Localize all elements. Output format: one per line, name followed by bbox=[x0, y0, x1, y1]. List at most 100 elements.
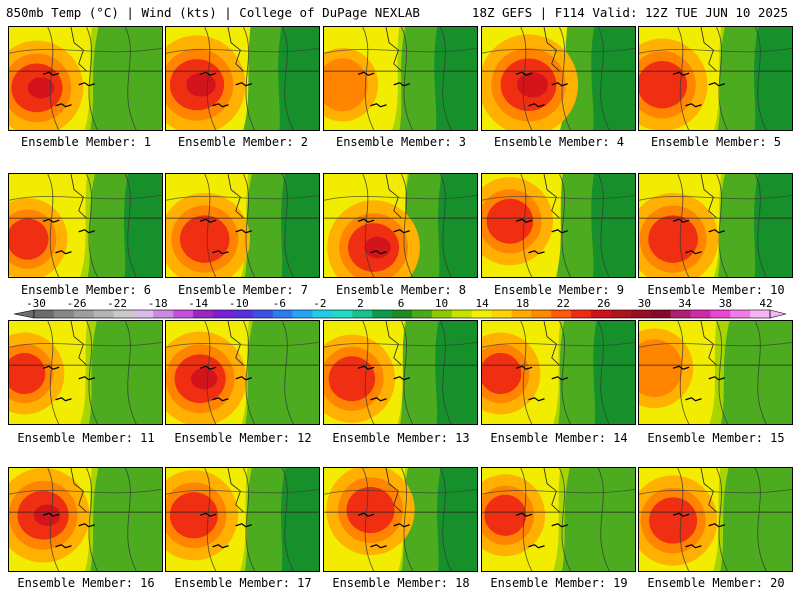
cold-region bbox=[281, 174, 319, 277]
cold-region bbox=[281, 468, 319, 571]
height-contour bbox=[124, 321, 137, 424]
temperature-field bbox=[9, 321, 162, 424]
wind-barb bbox=[393, 376, 410, 381]
ensemble-member-map bbox=[8, 26, 163, 131]
height-contour bbox=[520, 468, 533, 571]
ensemble-member-map bbox=[323, 173, 478, 278]
very-hot-region bbox=[179, 215, 230, 263]
height-contour bbox=[639, 194, 792, 201]
colorbar-tick-label: -2 bbox=[313, 298, 326, 310]
ensemble-member-label: Ensemble Member: 14 bbox=[490, 431, 628, 445]
temperature-field bbox=[9, 174, 162, 277]
height-contour bbox=[520, 27, 533, 130]
ensemble-member-map bbox=[8, 320, 163, 425]
temperature-field bbox=[639, 174, 792, 277]
wind-barb bbox=[212, 544, 229, 549]
cold-region bbox=[278, 27, 319, 130]
ensemble-member-label: Ensemble Member: 15 bbox=[647, 431, 785, 445]
colorbar-segment bbox=[73, 310, 95, 318]
height-contour bbox=[559, 321, 572, 424]
cool-region bbox=[89, 321, 162, 424]
cold-region bbox=[124, 174, 162, 277]
coastline bbox=[385, 174, 402, 219]
very-hot-region bbox=[346, 486, 395, 534]
temperature-field bbox=[482, 321, 635, 424]
height-contour bbox=[401, 27, 414, 130]
colorbar-segment bbox=[750, 310, 771, 318]
wind-barb bbox=[55, 103, 72, 108]
colorbar-segment bbox=[690, 310, 711, 318]
colorbar-tick-label: -30 bbox=[26, 298, 46, 310]
height-contour bbox=[716, 27, 729, 130]
height-contour bbox=[754, 174, 767, 277]
wind-barb bbox=[212, 397, 229, 402]
ensemble-member-label: Ensemble Member: 11 bbox=[17, 431, 155, 445]
wind-barb bbox=[370, 397, 387, 402]
colorbar-tick-label: 2 bbox=[357, 298, 364, 310]
ensemble-member-label: Ensemble Member: 12 bbox=[174, 431, 312, 445]
ensemble-member-map bbox=[638, 320, 793, 425]
height-contour bbox=[559, 174, 572, 277]
temperature-field bbox=[324, 27, 477, 130]
wind-barb bbox=[708, 376, 725, 381]
ensemble-member-map bbox=[481, 320, 636, 425]
height-contour bbox=[716, 321, 729, 424]
very-hot-region bbox=[9, 352, 46, 395]
very-hot-region bbox=[639, 61, 688, 109]
very-hot-region bbox=[482, 352, 522, 395]
ensemble-member-label: Ensemble Member: 20 bbox=[647, 576, 785, 590]
colorbar-segment bbox=[272, 310, 294, 318]
ensemble-member-label: Ensemble Member: 3 bbox=[335, 135, 467, 149]
colorbar-segment bbox=[113, 310, 134, 318]
ensemble-member-map bbox=[323, 467, 478, 572]
height-contour bbox=[324, 47, 477, 54]
wind-barb bbox=[685, 250, 702, 255]
very-hot-region bbox=[9, 218, 49, 260]
temperature-field bbox=[166, 174, 319, 277]
height-contour bbox=[716, 468, 729, 571]
height-contour bbox=[243, 468, 256, 571]
height-contour bbox=[677, 174, 690, 277]
ensemble-member-map bbox=[323, 26, 478, 131]
colorbar-segment bbox=[630, 310, 652, 318]
colorbar-segment bbox=[730, 310, 751, 318]
valid-time-label: 18Z GEFS | F114 Valid: 12Z TUE JUN 10 20… bbox=[471, 5, 788, 20]
coastline bbox=[700, 27, 717, 72]
height-contour bbox=[204, 174, 217, 277]
height-contour bbox=[401, 321, 414, 424]
ensemble-member-label: Ensemble Member: 18 bbox=[332, 576, 470, 590]
coastline bbox=[543, 27, 560, 72]
height-contour bbox=[362, 321, 375, 424]
ensemble-member-map bbox=[165, 26, 320, 131]
colorbar-tick-label: 6 bbox=[398, 298, 405, 310]
height-contour bbox=[559, 468, 572, 571]
height-contour bbox=[9, 47, 162, 54]
wind-barb bbox=[235, 523, 252, 528]
wind-barb bbox=[357, 218, 375, 223]
very-hot-region bbox=[648, 215, 698, 263]
coastline bbox=[385, 321, 402, 366]
wind-barb bbox=[42, 71, 60, 76]
cool-region bbox=[245, 321, 319, 424]
height-contour bbox=[716, 174, 729, 277]
ensemble-member-label: Ensemble Member: 1 bbox=[20, 135, 152, 149]
peak-heat-region bbox=[190, 368, 218, 390]
cold-region bbox=[434, 27, 477, 130]
wind-barb bbox=[78, 376, 95, 381]
height-contour bbox=[166, 341, 319, 348]
wind-barb bbox=[515, 71, 533, 76]
temperature-field bbox=[324, 174, 477, 277]
ensemble-member-map bbox=[638, 26, 793, 131]
wind-barb bbox=[515, 512, 533, 517]
ensemble-member-map bbox=[323, 320, 478, 425]
coastline bbox=[385, 468, 402, 513]
height-contour bbox=[677, 321, 690, 424]
height-contour bbox=[47, 27, 60, 130]
height-contour bbox=[362, 174, 375, 277]
temperature-field bbox=[639, 321, 792, 424]
temperature-field bbox=[324, 321, 477, 424]
height-contour bbox=[362, 468, 375, 571]
height-contour bbox=[9, 488, 162, 495]
peak-heat-region bbox=[517, 72, 548, 98]
colorbar-segment bbox=[153, 310, 174, 318]
